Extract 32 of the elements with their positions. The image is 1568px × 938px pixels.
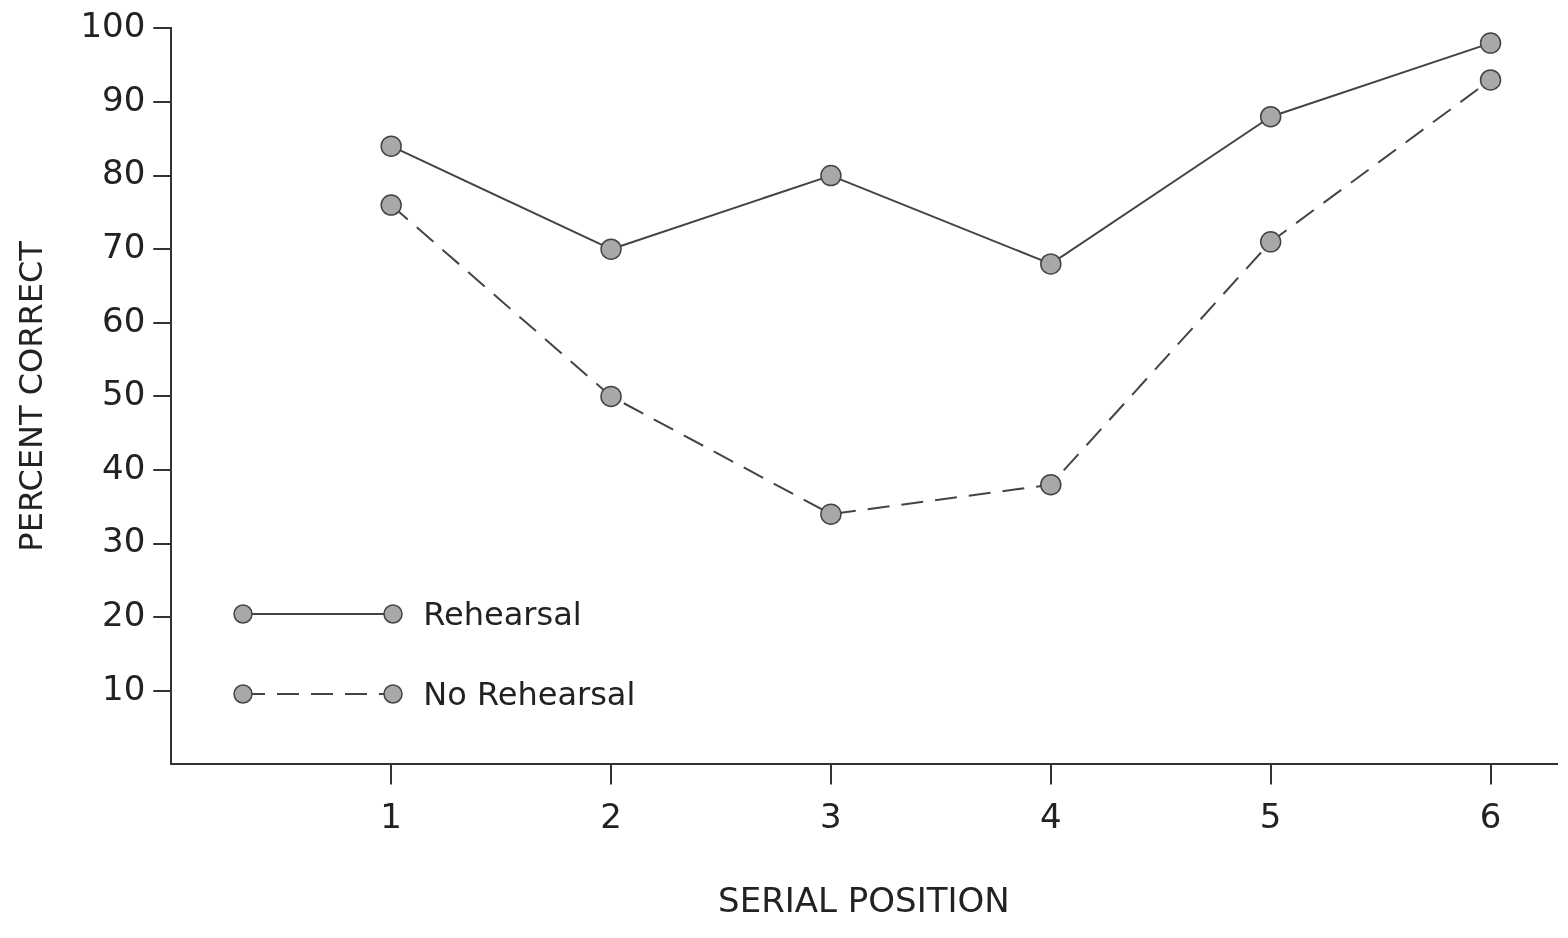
y-tick-label: 100: [80, 5, 146, 46]
x-tick-label: 6: [1479, 795, 1502, 836]
y-tick-label: 70: [102, 226, 146, 267]
point: [600, 238, 622, 260]
point: [1479, 69, 1502, 91]
y-tick-label: 30: [102, 520, 146, 561]
point: [1040, 253, 1062, 275]
x-tick-label: 2: [600, 795, 622, 836]
x-tick-label: 3: [820, 795, 842, 836]
y-tick-label: 60: [102, 299, 146, 340]
point: [1259, 231, 1282, 253]
point: [380, 194, 402, 216]
point: [380, 135, 402, 157]
legend-label: Rehearsal: [423, 595, 582, 634]
y-tick-label: 90: [102, 78, 146, 119]
y-tick-label: 40: [102, 446, 146, 487]
point: [820, 164, 842, 187]
x-tick-label: 5: [1259, 795, 1282, 836]
point: [600, 385, 622, 408]
y-tick-label: 20: [102, 594, 146, 635]
x-tick-label: 1: [380, 795, 402, 836]
x-tick-label: 4: [1039, 795, 1062, 836]
point: [820, 503, 842, 525]
legend-label: No Rehearsal: [423, 675, 636, 714]
point: [1040, 473, 1062, 496]
point: [1259, 105, 1282, 128]
y-tick-label: 10: [102, 667, 146, 708]
y-tick-label: 80: [102, 152, 146, 193]
y-tick-label: 50: [102, 373, 146, 414]
y-axis-title: PERCENT CORRECT: [11, 240, 50, 552]
point: [1479, 32, 1502, 54]
x-axis-title: SERIAL POSITION: [718, 880, 1010, 921]
